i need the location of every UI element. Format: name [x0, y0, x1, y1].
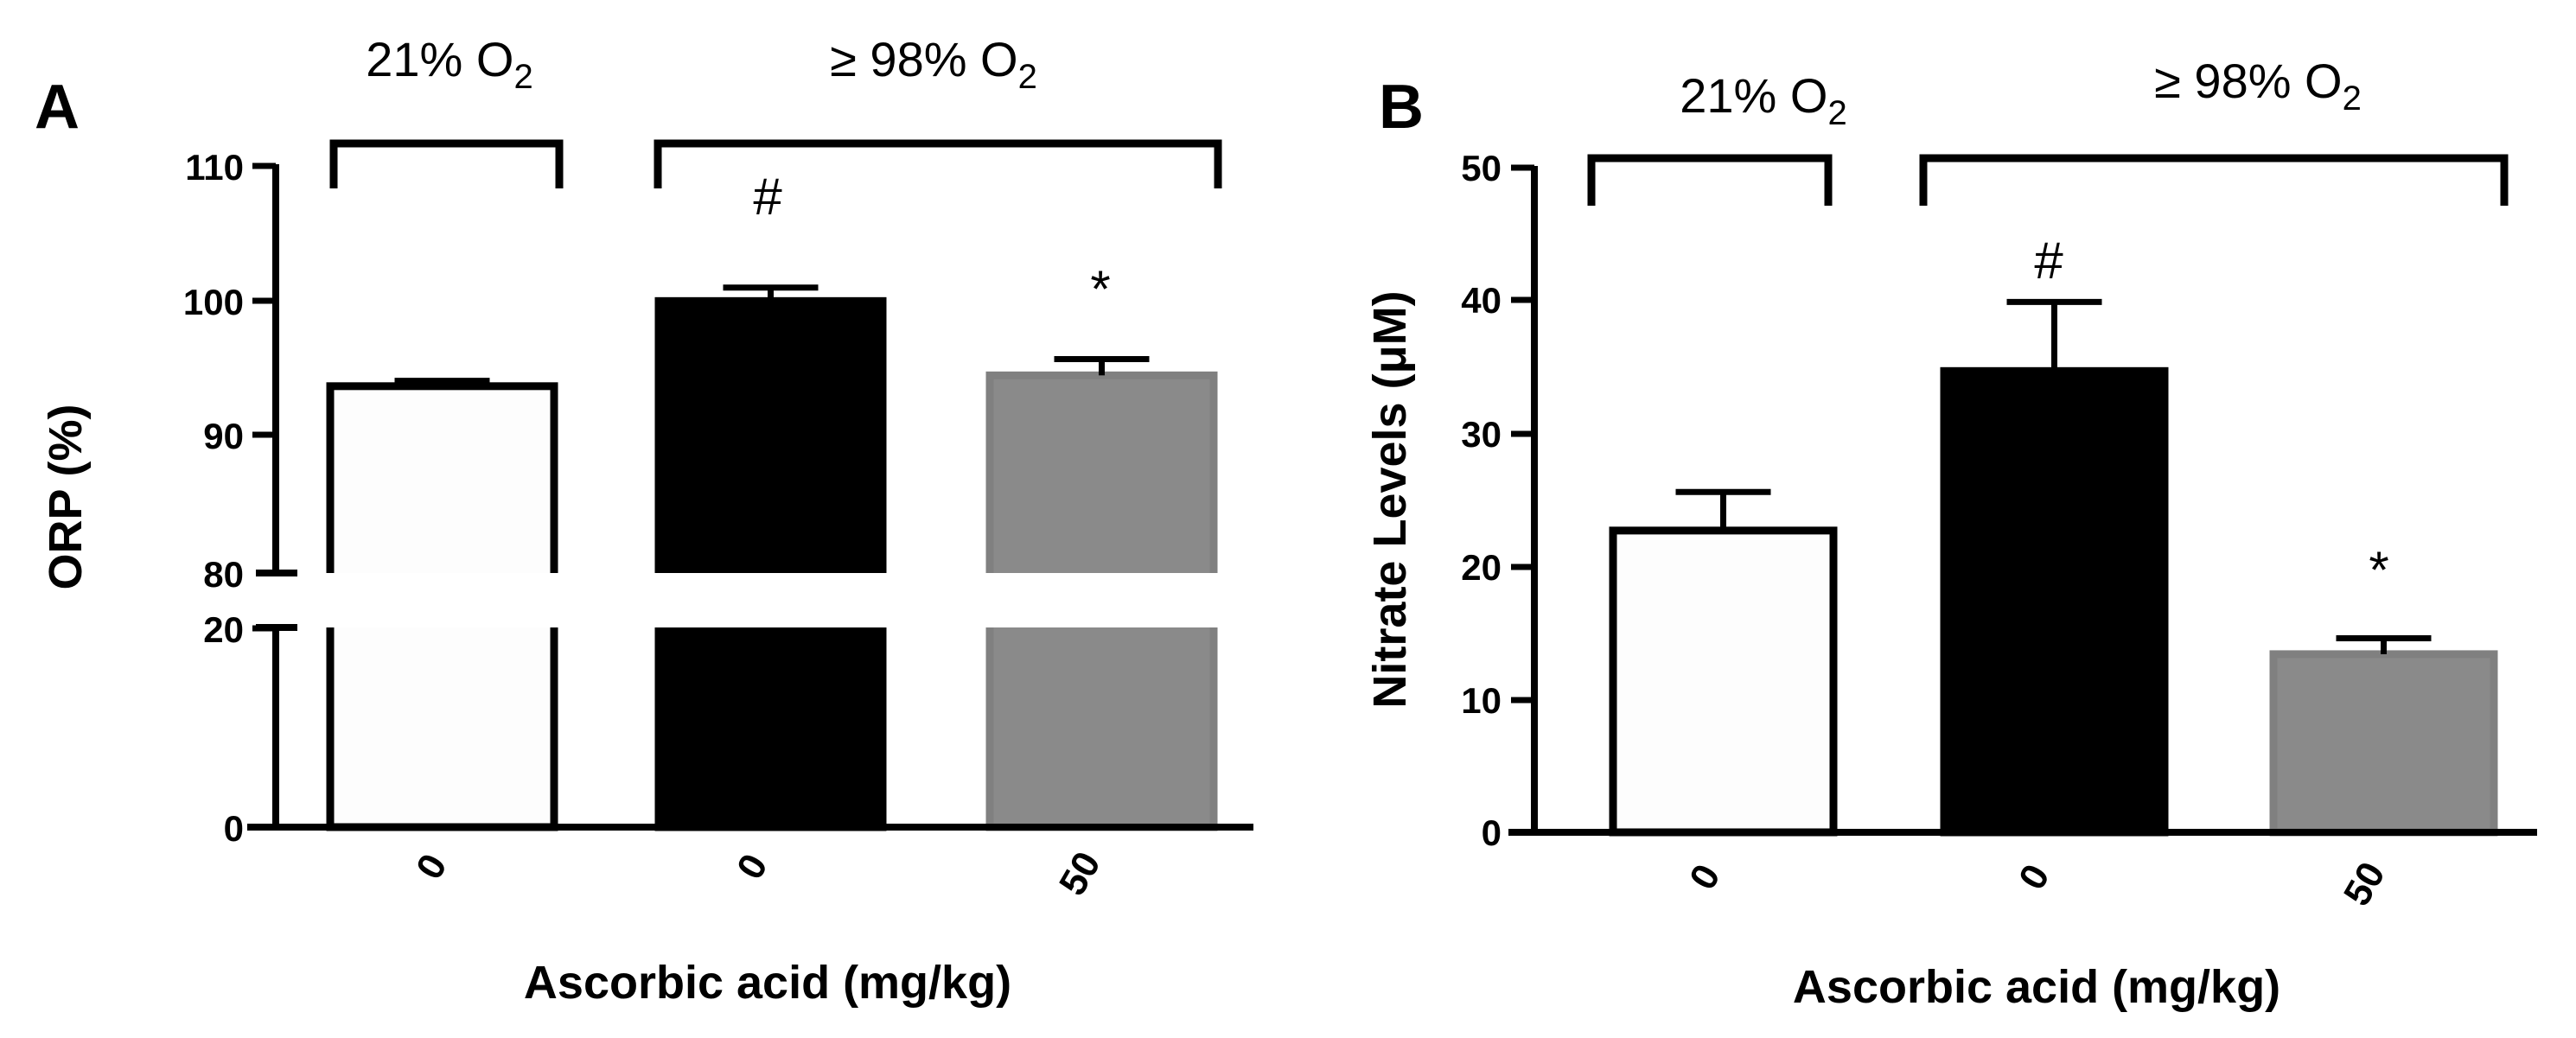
panel-a-xtick-label-0-hyperoxia: 0	[729, 847, 776, 887]
panel-b-bracket-normoxia	[1587, 154, 1833, 206]
panel-a-group-label-normoxia: 21% O2	[366, 32, 532, 96]
panel-b-x-axis-title: Ascorbic acid (mg/kg)	[1793, 961, 2280, 1013]
panel-b-ytick-label-50: 50	[1461, 148, 1502, 188]
panel-b-sig-star: *	[2369, 541, 2388, 599]
panel-a-xtick-label-50: 50	[1051, 844, 1109, 902]
panel-b-y-ticks: 0 10 20 30 40 50	[1461, 148, 1534, 853]
panel-a-bars	[326, 284, 1218, 831]
panel-b-ytick-label-0: 0	[1482, 812, 1502, 853]
panel-b-bars	[1609, 298, 2498, 837]
panel-a-ytick-label-90: 90	[203, 416, 244, 456]
panel-b-group-label-normoxia: 21% O2	[1680, 68, 1846, 132]
panel-b-ytick-label-10: 10	[1461, 680, 1502, 721]
panel-a-ytick-label-80: 80	[203, 554, 244, 595]
panel-a-bracket-normoxia	[329, 139, 564, 188]
panel-b-group-label-hyperoxia: ≥ 98% O2	[2154, 54, 2362, 118]
panel-b-xtick-label-0-hyperoxia: 0	[2011, 857, 2058, 897]
panel-a-sig-star: *	[1090, 260, 1110, 318]
panel-b-bar-hyperoxia	[1940, 366, 2169, 837]
panel-b-label: B	[1379, 73, 1424, 142]
panel-b-xtick-label-0-control: 0	[1681, 857, 1729, 897]
panel-a-ytick-label-0: 0	[224, 808, 244, 849]
panel-a-bracket-hyperoxia	[654, 139, 1222, 188]
panel-a-xtick-label-0-control: 0	[408, 847, 456, 887]
panel-a-group-label-hyperoxia: ≥ 98% O2	[830, 32, 1037, 96]
panel-a-sig-hash: #	[753, 168, 782, 226]
panel-b-bracket-hyperoxia	[1919, 154, 2509, 206]
panel-a-y-axis-title: ORP (%)	[40, 404, 92, 589]
panel-b-xtick-label-50: 50	[2336, 855, 2394, 913]
panel-b-bar-ascorbic-50	[2269, 650, 2498, 837]
panel-a-ytick-label-100: 100	[183, 282, 244, 322]
panel-a-y-ticks: 0 20 80 90 100 110	[183, 147, 276, 849]
panel-a-x-axis-title: Ascorbic acid (mg/kg)	[524, 957, 1011, 1009]
panel-b: B 21% O2 ≥ 98% O2 0 10 20 30 40 50 0 0 5…	[1364, 54, 2537, 1013]
panel-b-ytick-label-20: 20	[1461, 547, 1502, 588]
panel-b-bar-control	[1609, 526, 1838, 837]
panel-b-ytick-label-30: 30	[1461, 414, 1502, 455]
panel-b-sig-hash: #	[2034, 232, 2063, 290]
panel-a-axis-break-gap	[242, 573, 1262, 627]
panel-a-label: A	[35, 73, 80, 142]
panel-b-ytick-label-40: 40	[1461, 280, 1502, 321]
panel-a-bar-hyperoxia	[654, 296, 887, 831]
panel-a-ytick-label-110: 110	[185, 147, 244, 188]
panel-a: A 21% O2 ≥ 98% O2 0 20 80 90 100 110	[35, 32, 1262, 1009]
panel-b-y-axis-title: Nitrate Levels (μM)	[1364, 290, 1416, 708]
panel-a-ytick-label-20: 20	[203, 609, 244, 650]
